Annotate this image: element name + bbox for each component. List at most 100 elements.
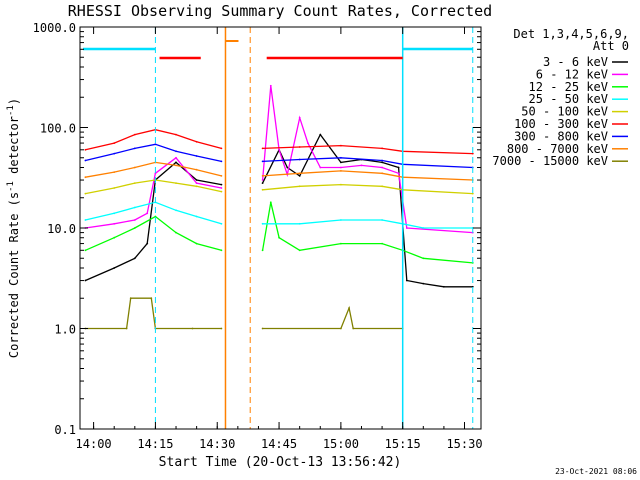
series-1-point — [261, 182, 264, 185]
series-2 — [84, 84, 474, 234]
series-6-point — [133, 133, 136, 136]
series-7-point — [298, 158, 301, 161]
series-2-point — [195, 182, 198, 185]
legend-entry-label: 100 - 300 keV — [514, 117, 608, 131]
series-2-point — [261, 179, 264, 181]
series-4-point — [381, 219, 383, 221]
series-8-point — [261, 175, 264, 177]
series-6-point — [471, 152, 474, 155]
series-3 — [84, 201, 474, 264]
series-7-line-b — [262, 157, 473, 169]
series-2-point — [307, 142, 309, 145]
x-axis-label: Start Time (20-Oct-13 13:56:42) — [159, 455, 402, 470]
series-9-point — [191, 327, 194, 330]
series-2-point — [340, 166, 342, 169]
series-6-point — [298, 146, 301, 148]
series-3-point — [422, 257, 425, 260]
series-8-point — [381, 172, 383, 175]
series-2-point — [113, 222, 116, 225]
series-1-point — [113, 267, 116, 269]
series-7-point — [175, 150, 177, 153]
series-7-point — [261, 160, 264, 163]
series-2-point — [298, 116, 301, 119]
series-4-point — [175, 209, 177, 212]
series-9-point — [352, 327, 355, 330]
series-6-point — [175, 133, 177, 136]
x-tick-label: 15:00 — [323, 437, 359, 451]
series-3-point — [84, 249, 87, 252]
legend-entry-label: 50 - 100 keV — [521, 105, 608, 119]
series-8-point — [175, 164, 177, 167]
series-3-point — [133, 227, 136, 229]
series-3-point — [113, 236, 116, 239]
x-tick-label: 15:30 — [446, 437, 482, 451]
series-8-point — [113, 171, 116, 174]
series-4-point — [220, 222, 223, 225]
series-4-point — [195, 215, 198, 218]
series-3-point — [269, 201, 272, 204]
series-2-point — [220, 187, 223, 189]
series-2-point — [278, 148, 280, 151]
series-8-point — [84, 176, 87, 179]
legend-header-line1: Det 1,3,4,5,6,9, — [513, 27, 629, 41]
series-7 — [84, 143, 474, 169]
series-7-point — [220, 160, 223, 163]
series-3-point — [381, 242, 383, 245]
series-1-line-a — [85, 161, 222, 282]
series-1-point — [286, 166, 289, 169]
series-1-point — [381, 161, 383, 164]
series-3-point — [195, 242, 198, 245]
chart-title: RHESSI Observing Summary Count Rates, Co… — [68, 2, 492, 20]
legend-header-line2: Att 0 — [593, 39, 629, 53]
series-2-point — [133, 219, 136, 221]
series-9-point — [340, 327, 342, 330]
series-4-point — [340, 219, 342, 221]
series-1-point — [133, 257, 136, 260]
series-1-point — [397, 166, 400, 169]
legend-entry-label: 300 - 800 keV — [514, 129, 608, 143]
series-1-point — [146, 242, 149, 245]
series-8-point — [340, 170, 342, 172]
series-5-point — [298, 185, 301, 188]
legend-entry-label: 7000 - 15000 keV — [492, 154, 608, 168]
series-5-point — [175, 182, 177, 185]
legend-entry-label: 6 - 12 keV — [536, 67, 608, 81]
series-7-point — [340, 156, 342, 159]
series-2-point — [269, 84, 272, 87]
series-5-point — [261, 188, 264, 191]
y-axis-ticks: 0.1 1.0 10.0 100.0 1000.0 — [33, 21, 481, 437]
series-7-point — [154, 143, 157, 146]
series-9-point — [348, 307, 350, 309]
series-3-point — [154, 215, 157, 218]
series-6-point — [340, 144, 342, 147]
series-2-point — [360, 164, 363, 167]
series-8-point — [220, 175, 223, 177]
series-4-point — [113, 212, 116, 215]
y-tick-label: 10.0 — [47, 222, 76, 236]
series-1-point — [195, 179, 198, 181]
x-tick-label: 14:45 — [261, 437, 297, 451]
annotation-layer — [83, 27, 474, 429]
series-3-point — [175, 231, 177, 234]
series-5-point — [195, 185, 198, 188]
legend-entry-label: 800 - 7000 keV — [507, 142, 608, 156]
series-4-point — [261, 222, 264, 225]
series-5-point — [471, 192, 474, 195]
series-3-point — [340, 242, 342, 245]
series-9-point — [220, 327, 223, 330]
timestamp: 23-Oct-2021 08:06 — [555, 467, 637, 476]
series-6-point — [113, 142, 116, 145]
series-2-point — [319, 166, 322, 169]
series-1-point — [340, 161, 342, 164]
series-1-point — [443, 285, 445, 288]
legend-entry-label: 25 - 50 keV — [529, 92, 608, 106]
series-6-point — [195, 140, 198, 143]
series-1-point — [84, 279, 87, 282]
series-9-point — [125, 327, 128, 330]
series-4-point — [422, 227, 425, 229]
series-1-point — [319, 133, 322, 136]
series-1-point — [175, 161, 177, 164]
series-4-point — [84, 219, 87, 221]
